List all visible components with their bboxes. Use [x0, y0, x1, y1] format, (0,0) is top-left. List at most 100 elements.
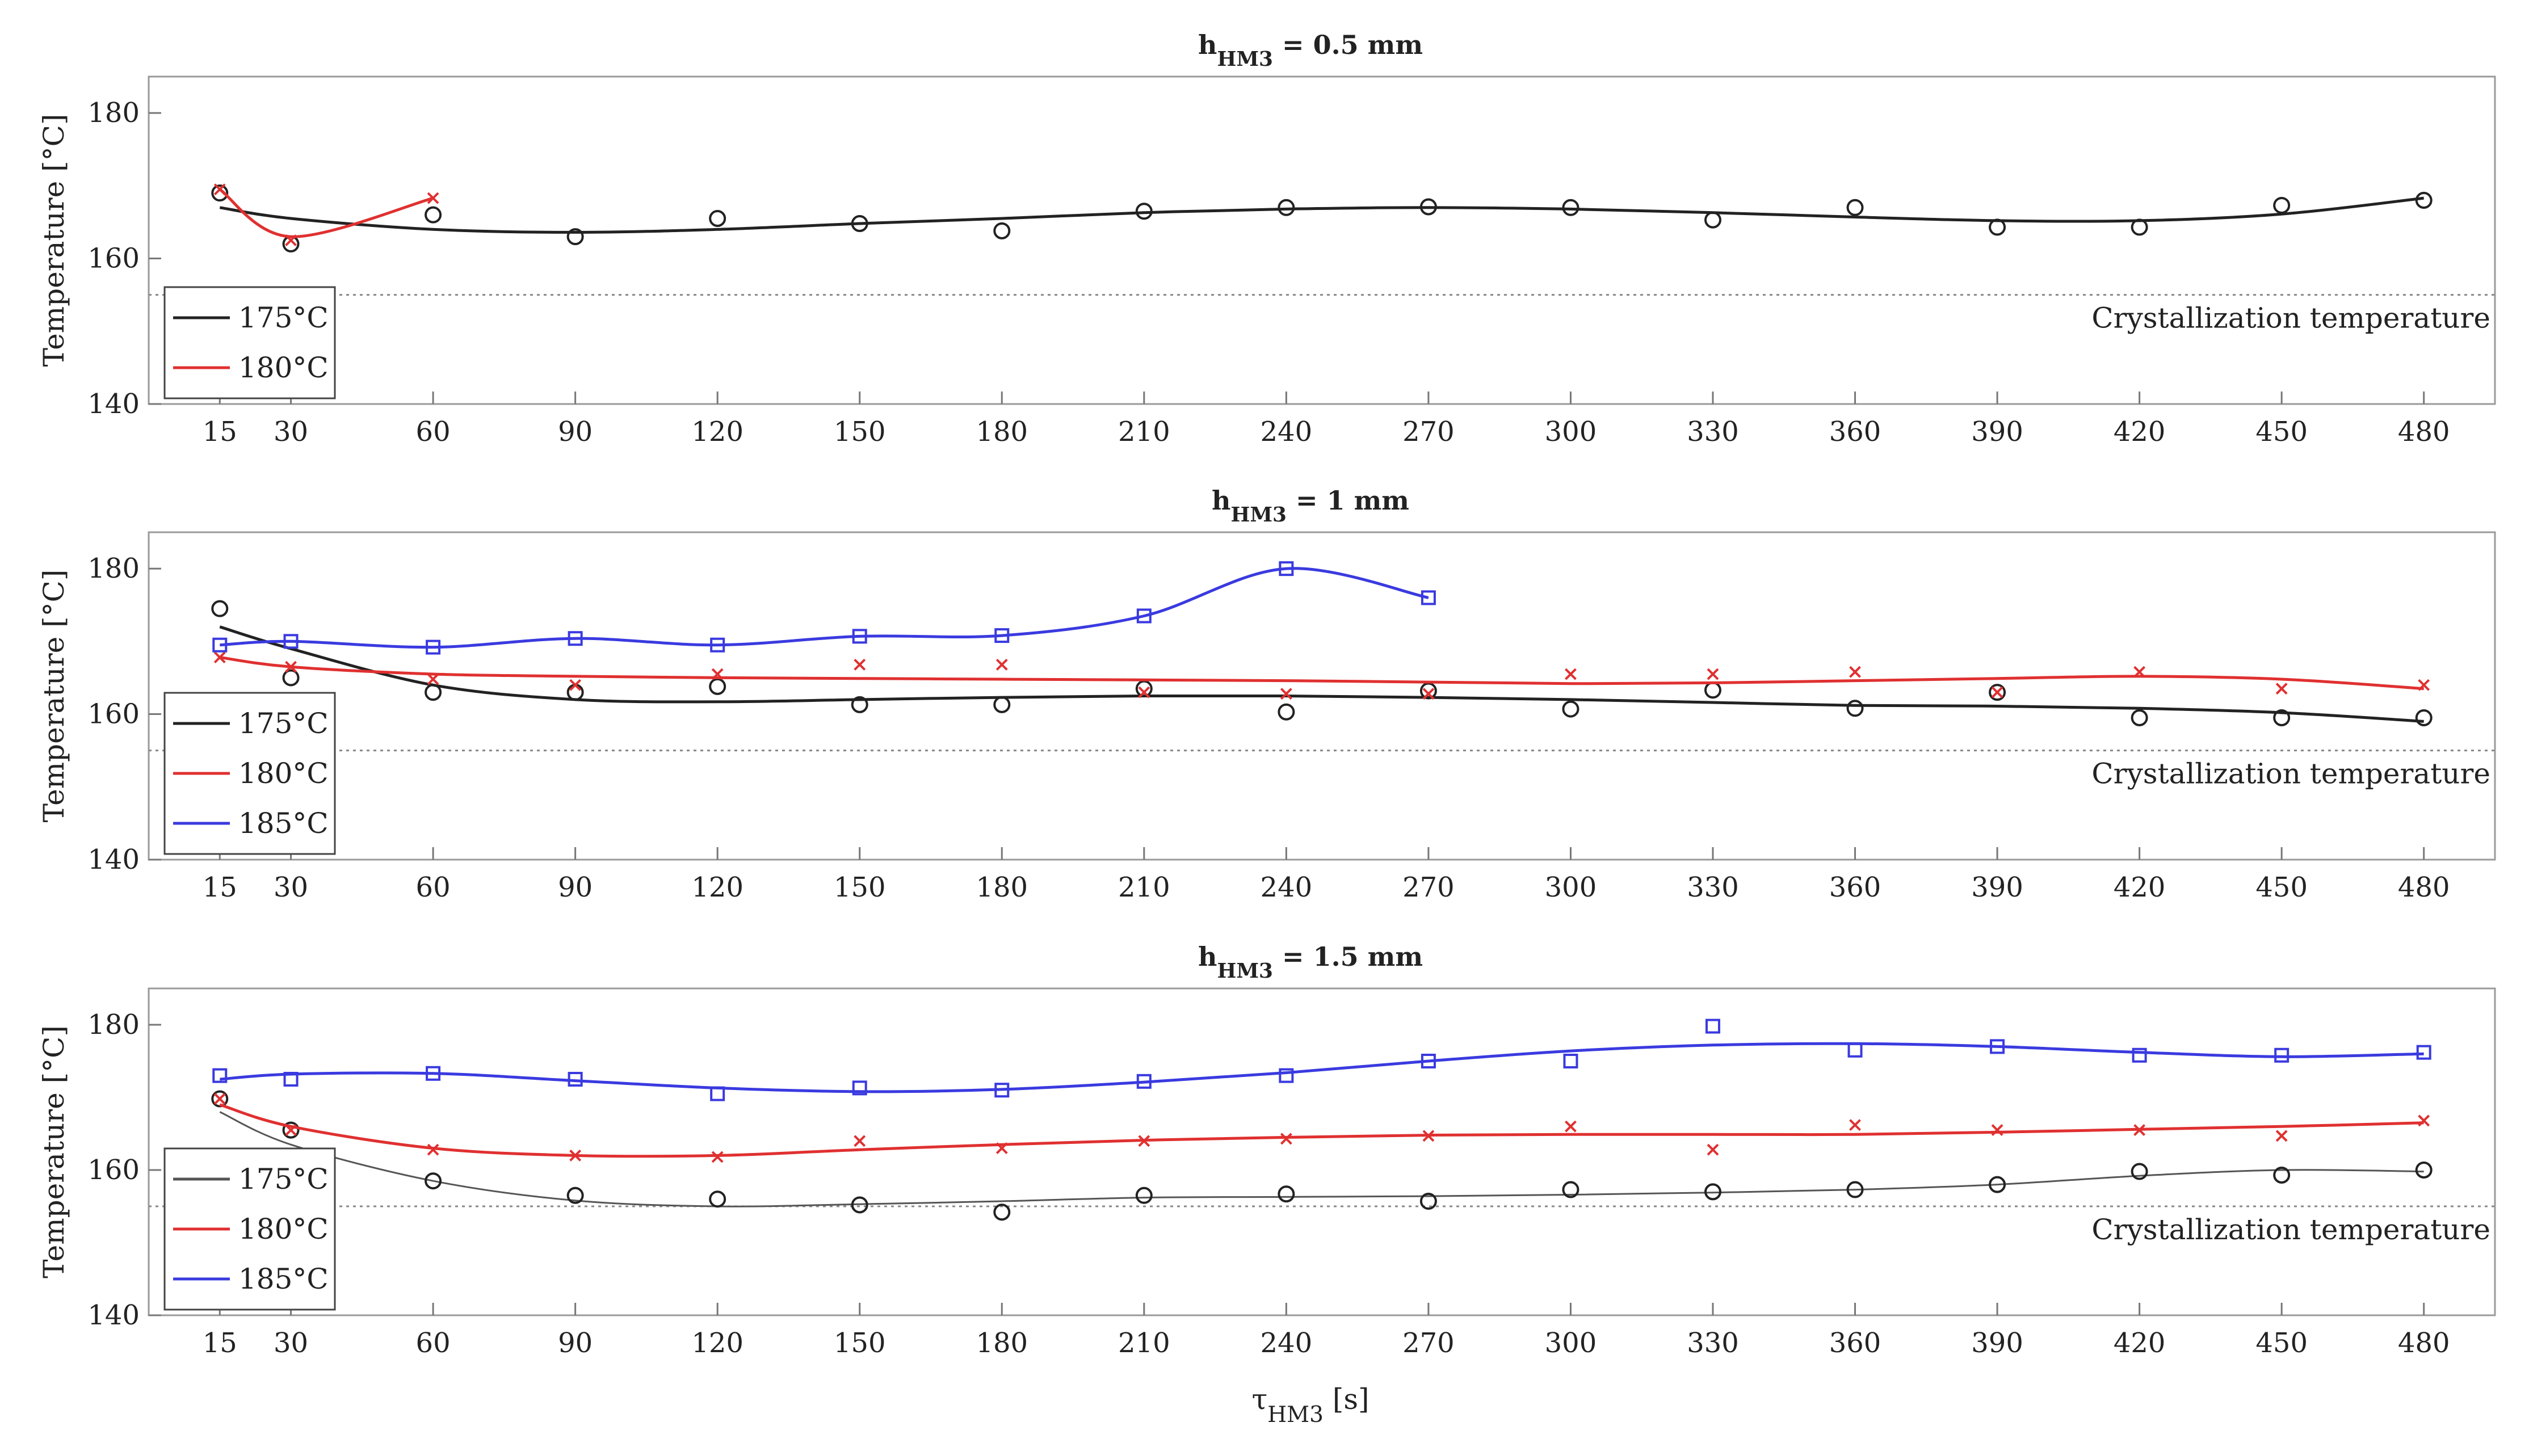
x-tick-label: 480	[2398, 416, 2450, 448]
series-175C	[211, 184, 2433, 253]
y-axis-label: Temperature [°C]	[37, 570, 70, 823]
x-tick-label: 480	[2398, 872, 2450, 903]
data-point	[1849, 666, 1861, 678]
x-tick-label: 180	[976, 1327, 1028, 1359]
x-tick-label: 300	[1545, 872, 1597, 903]
data-point	[213, 1093, 226, 1105]
x-tick-label: 15	[203, 1327, 237, 1359]
data-point	[851, 696, 868, 713]
fit-line	[219, 188, 434, 238]
x-tick-label: 390	[1971, 872, 2023, 903]
data-point	[2131, 709, 2148, 726]
fit-line	[220, 1042, 2424, 1093]
x-axis-label: τHM3 [s]	[1251, 1383, 1369, 1428]
data-point	[212, 637, 228, 653]
x-tick-label: 450	[2255, 872, 2308, 903]
data-point	[1136, 608, 1152, 624]
data-point	[1847, 1042, 1863, 1058]
x-tick-label: 240	[1261, 1327, 1313, 1359]
data-point	[2131, 1163, 2148, 1180]
fit-line	[219, 656, 2424, 691]
data-point	[1279, 1068, 1294, 1083]
data-point	[1705, 1019, 1720, 1034]
x-tick-label: 60	[416, 1327, 451, 1359]
data-point	[851, 215, 868, 233]
data-point	[1846, 1181, 1864, 1198]
data-point	[1419, 1193, 1437, 1210]
data-point	[426, 639, 441, 655]
legend-label: 180°C	[238, 757, 329, 790]
data-point	[282, 1121, 300, 1139]
data-point	[427, 192, 439, 204]
series-175C	[211, 1090, 2433, 1221]
data-point	[1138, 1135, 1150, 1147]
data-point	[711, 668, 724, 680]
legend-label: 185°C	[238, 1263, 329, 1295]
data-point	[213, 183, 226, 196]
data-point	[1846, 700, 1864, 717]
data-point	[1989, 1176, 2006, 1193]
y-tick-label: 140	[87, 844, 140, 876]
data-point	[1849, 1119, 1861, 1131]
x-tick-label: 15	[203, 416, 237, 448]
data-point	[285, 660, 297, 673]
x-tick-label: 360	[1829, 872, 1881, 903]
panel-title: hHM3 = 1.5 mm	[1198, 941, 1423, 983]
data-point	[1562, 700, 1579, 718]
panel-title: hHM3 = 0.5 mm	[1198, 30, 1423, 71]
plot-area	[148, 531, 2496, 861]
x-tick-label: 120	[691, 416, 743, 448]
data-point	[851, 1196, 868, 1214]
data-point	[1278, 703, 1295, 721]
x-tick-label: 240	[1261, 872, 1313, 903]
legend-label: 175°C	[238, 301, 329, 334]
data-point	[2418, 679, 2430, 691]
data-point	[1989, 684, 2006, 701]
data-point	[1278, 199, 1295, 216]
data-point	[1278, 1185, 1295, 1203]
crystallization-label: Crystallization temperature	[2091, 758, 2490, 790]
x-tick-label: 360	[1829, 1327, 1881, 1359]
data-point	[425, 206, 442, 224]
data-point	[995, 658, 1008, 671]
series-175C	[211, 600, 2433, 726]
legend-label: 175°C	[238, 707, 329, 740]
data-point	[569, 1149, 582, 1162]
data-point	[709, 677, 726, 695]
series-185C	[212, 561, 1436, 655]
x-tick-label: 30	[274, 416, 308, 448]
x-tick-label: 150	[834, 1327, 886, 1359]
data-point	[2416, 1045, 2431, 1060]
data-point	[1565, 668, 1577, 680]
data-point	[566, 684, 584, 701]
data-point	[2275, 1130, 2288, 1142]
data-point	[568, 1072, 583, 1087]
x-tick-label: 300	[1545, 416, 1597, 448]
legend-box	[163, 286, 336, 399]
plot-area	[148, 987, 2496, 1316]
panels: hHM3 = 0.5 mm 140 160 180 15 30 60 90 120 150 180 2…	[37, 30, 2496, 1428]
y-tick-label: 180	[87, 1009, 140, 1041]
data-point	[427, 1143, 439, 1156]
data-point	[2274, 1047, 2289, 1063]
series-180C	[213, 1093, 2430, 1163]
data-point	[993, 222, 1011, 239]
y-tick-label: 160	[87, 698, 140, 730]
data-point	[425, 1172, 442, 1190]
panel-title: hHM3 = 1 mm	[1212, 485, 1409, 527]
data-point	[854, 1135, 866, 1147]
data-point	[2273, 709, 2291, 726]
x-tick-label: 150	[834, 416, 886, 448]
data-point	[285, 1124, 297, 1137]
fit-line	[219, 1111, 2424, 1207]
plot-area	[148, 75, 2496, 405]
data-point	[285, 234, 297, 246]
data-point	[710, 637, 725, 653]
data-point	[1707, 1143, 1719, 1156]
data-point	[213, 651, 226, 663]
y-tick-label: 140	[87, 1299, 140, 1331]
data-point	[994, 628, 1010, 643]
fit-line	[219, 1103, 2424, 1158]
data-point	[1135, 1186, 1153, 1204]
